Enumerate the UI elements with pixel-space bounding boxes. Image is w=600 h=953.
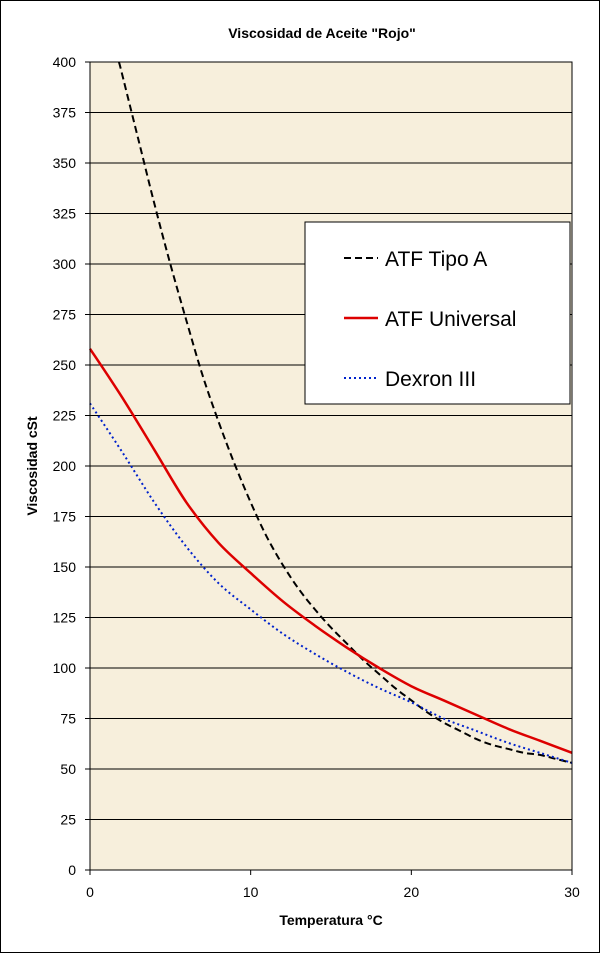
legend-label-2: Dexron III [385,368,476,391]
y-tick-label: 300 [53,256,77,272]
y-tick-label: 175 [53,509,77,525]
y-tick-labels: 0 25 50 75 100 125 150 175 200 225 250 275 300 325 350… [53,54,77,878]
legend: ATF Tipo A ATF Universal Dexron III [304,221,571,405]
series-line-0 [117,61,573,764]
legend-box [304,221,571,405]
x-tick-label: 0 [86,884,94,900]
y-tick-label: 25 [60,812,76,828]
y-tick-label: 75 [60,711,76,727]
x-tick-label: 20 [404,884,420,900]
x-tick-label: 10 [243,884,259,900]
legend-label-0: ATF Tipo A [385,248,487,271]
series-layer [88,61,573,764]
y-tick-label: 0 [68,862,76,878]
legend-label-1: ATF Universal [385,308,516,331]
series-line-1 [88,348,573,754]
chart-title: Viscosidad de Aceite "Rojo" [228,25,416,41]
y-tick-label: 225 [53,408,77,424]
x-tick-labels: 0 10 20 30 [86,884,580,900]
x-axis-label: Temperatura °C [279,912,382,928]
y-tick-label: 125 [53,610,77,626]
axes [89,61,573,871]
x-tick-label: 30 [564,884,580,900]
y-tick-label: 350 [53,155,77,171]
y-tick-label: 250 [53,357,77,373]
y-tick-label: 375 [53,105,77,121]
plot-border [89,61,573,871]
series-line-2 [89,402,573,764]
y-tick-label: 275 [53,307,77,323]
y-tick-label: 50 [60,761,76,777]
y-axis-label: Viscosidad cSt [24,416,40,516]
y-tick-label: 325 [53,206,77,222]
y-tick-label: 400 [53,54,77,70]
y-tick-label: 100 [53,660,77,676]
y-tick-label: 200 [53,458,77,474]
y-tick-label: 150 [53,559,77,575]
